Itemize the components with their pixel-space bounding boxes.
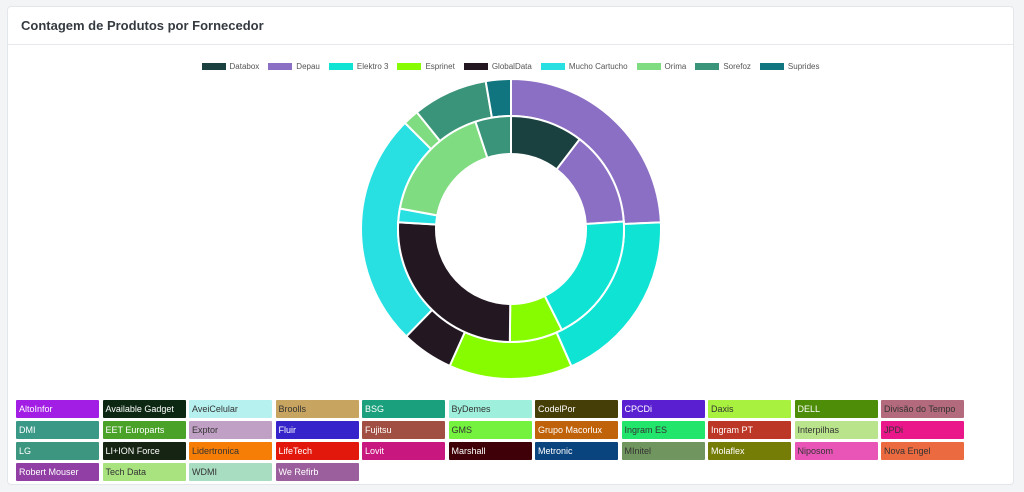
legend-swatch [695,63,720,70]
legend-item-orima[interactable]: Orima [636,62,687,71]
vendor-tag[interactable]: CPCDi [621,400,705,418]
legend-swatch [268,63,293,70]
legend-item-mucho-cartucho[interactable]: Mucho Cartucho [540,62,628,71]
vendor-tag[interactable]: Marshall [448,442,532,460]
vendor-tag[interactable]: DMI [16,421,99,439]
vendor-tag[interactable]: Ingram ES [621,421,705,439]
inner-ring-slice-sorefoz[interactable] [474,114,512,160]
vendor-tag[interactable]: Niposom [794,442,878,460]
legend-item-databox[interactable]: Databox [201,62,260,71]
vendor-tag[interactable]: Robert Mouser [16,463,99,481]
vendor-tag[interactable]: BSG [362,400,445,418]
legend-swatch [636,63,661,70]
legend-swatch [759,63,784,70]
vendor-tag[interactable]: Grupo Macorlux [535,421,618,439]
card-title: Contagem de Produtos por Fornecedor [21,18,264,33]
chart-legend: Databox Depau Elektro 3 Esprinet GlobalData M… [8,62,1013,71]
vendor-tag[interactable]: WDMI [189,463,272,481]
vendor-tag[interactable]: Divisão do Tempo [881,400,964,418]
vendor-tag[interactable]: LI+ION Force [102,442,186,460]
legend-item-globaldata[interactable]: GlobalData [463,62,532,71]
legend-swatch [463,63,488,70]
vendor-tag[interactable]: Molaflex [708,442,791,460]
legend-label: Elektro 3 [356,62,389,71]
vendor-tag[interactable]: AveiCelular [189,400,272,418]
card-header: Contagem de Produtos por Fornecedor [8,7,1013,45]
vendor-tag[interactable]: Ingram PT [708,421,791,439]
vendor-tag[interactable]: ByDemes [448,400,532,418]
vendor-tag[interactable]: GMS [448,421,532,439]
vendor-tag[interactable]: Interpilhas [794,421,878,439]
legend-label: GlobalData [491,62,532,71]
vendor-tag[interactable]: Broolls [275,400,359,418]
vendor-tag[interactable]: Available Gadget [102,400,186,418]
legend-swatch [201,63,226,70]
chart-card: Contagem de Produtos por Fornecedor Data… [7,6,1014,485]
vendor-tag[interactable]: Tech Data [102,463,186,481]
legend-swatch [328,63,353,70]
vendor-tag[interactable]: LG [16,442,99,460]
vendor-tag[interactable]: CodelPor [535,400,618,418]
legend-label: Mucho Cartucho [568,62,628,71]
vendor-tag[interactable]: MInitel [621,442,705,460]
vendor-tag[interactable]: Nova Engel [881,442,964,460]
legend-label: Esprinet [425,62,455,71]
legend-swatch [397,63,422,70]
vendor-tag[interactable]: EET Europarts [102,421,186,439]
vendor-tag[interactable]: DELL [794,400,878,418]
vendor-tag[interactable]: JPDi [881,421,964,439]
legend-label: Databox [229,62,260,71]
legend-label: Sorefoz [723,62,751,71]
doughnut-chart [360,77,662,380]
legend-label: Suprides [787,62,820,71]
vendor-tag[interactable]: Fujitsu [362,421,445,439]
vendor-tag[interactable]: LifeTech [275,442,359,460]
vendor-tag[interactable]: Daxis [708,400,791,418]
legend-swatch [540,63,565,70]
vendor-tag[interactable]: Lovit [362,442,445,460]
vendor-tag[interactable]: Exptor [189,421,272,439]
vendor-tag-grid: AltoInfor Available Gadget AveiCelular Broo… [16,400,976,481]
vendor-tag[interactable]: We Refirb [275,463,359,481]
vendor-tag[interactable]: Lidertronica [189,442,272,460]
legend-label: Orima [664,62,687,71]
legend-item-esprinet[interactable]: Esprinet [397,62,455,71]
legend-item-elektro-3[interactable]: Elektro 3 [328,62,389,71]
vendor-tag[interactable]: Metronic [535,442,618,460]
legend-item-suprides[interactable]: Suprides [759,62,820,71]
legend-item-depau[interactable]: Depau [268,62,320,71]
legend-label: Depau [296,62,320,71]
legend-item-sorefoz[interactable]: Sorefoz [695,62,751,71]
vendor-tag[interactable]: Fluir [275,421,359,439]
vendor-tag[interactable]: AltoInfor [16,400,99,418]
